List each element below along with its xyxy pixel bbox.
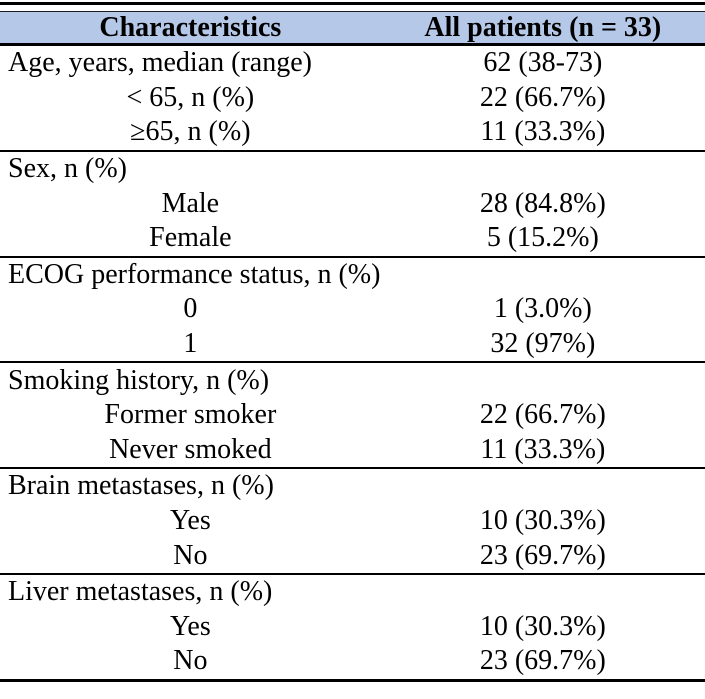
table-header-row: Characteristics All patients (n = 33) — [0, 11, 705, 46]
characteristic-cell: Age, years, median (range) — [8, 47, 312, 79]
characteristic-cell: Yes — [169, 505, 211, 537]
value-cell: 23 (69.7%) — [479, 645, 606, 677]
column-header-characteristics: Characteristics — [99, 11, 282, 43]
value-cell: 23 (69.7%) — [479, 539, 606, 571]
value-cell: 22 (66.7%) — [479, 81, 606, 113]
table-row: Sex, n (%) — [0, 152, 705, 187]
characteristic-cell: Brain metastases, n (%) — [8, 470, 274, 502]
table-row: < 65, n (%) 22 (66.7%) — [0, 81, 705, 116]
value-cell: 32 (97%) — [490, 328, 596, 360]
characteristic-cell: Liver metastases, n (%) — [8, 576, 273, 608]
characteristic-cell: ≥65, n (%) — [130, 116, 251, 148]
table-row: 1 32 (97%) — [0, 327, 705, 362]
table-row: Yes 10 (30.3%) — [0, 610, 705, 645]
characteristic-cell: 0 — [183, 293, 198, 325]
characteristic-cell: ECOG performance status, n (%) — [8, 258, 381, 290]
characteristic-cell: Never smoked — [109, 433, 272, 465]
table-body: Age, years, median (range) 62 (38-73) < 65… — [0, 46, 705, 679]
value-cell: 11 (33.3%) — [480, 116, 606, 148]
table-row: ECOG performance status, n (%) — [0, 258, 705, 293]
table-row: Former smoker 22 (66.7%) — [0, 398, 705, 433]
value-cell: 10 (30.3%) — [479, 610, 606, 642]
characteristic-cell: Smoking history, n (%) — [8, 364, 270, 396]
table-section: Sex, n (%) Male 28 (84.8%) Female 5 (15.2%) — [0, 149, 705, 256]
table-row: Yes 10 (30.3%) — [0, 504, 705, 539]
characteristic-cell: 1 — [183, 328, 198, 360]
table-bottom-rule — [0, 678, 705, 682]
patient-characteristics-table: Characteristics All patients (n = 33) Ag… — [0, 2, 705, 682]
table-section: Smoking history, n (%) Former smoker 22 (6… — [0, 361, 705, 467]
table-row: ≥65, n (%) 11 (33.3%) — [0, 115, 705, 150]
characteristic-cell: Female — [149, 222, 232, 254]
characteristic-cell: Former smoker — [104, 399, 277, 431]
table-row: Female 5 (15.2%) — [0, 221, 705, 256]
characteristic-cell: No — [173, 539, 208, 571]
table-row: Never smoked 11 (33.3%) — [0, 433, 705, 468]
column-header-all-patients: All patients (n = 33) — [424, 11, 662, 43]
value-cell: 22 (66.7%) — [479, 399, 606, 431]
table-section: Age, years, median (range) 62 (38-73) < 65… — [0, 46, 705, 150]
table-row: Brain metastases, n (%) — [0, 469, 705, 504]
value-cell: 11 (33.3%) — [480, 433, 606, 465]
characteristic-cell: < 65, n (%) — [126, 81, 255, 113]
table-row: Male 28 (84.8%) — [0, 186, 705, 221]
table-row: Smoking history, n (%) — [0, 363, 705, 398]
value-cell: 5 (15.2%) — [486, 222, 599, 254]
table-section: ECOG performance status, n (%) 0 1 (3.0%) 1… — [0, 255, 705, 362]
table-row: Liver metastases, n (%) — [0, 575, 705, 610]
table-top-rule — [0, 2, 705, 5]
value-cell: 10 (30.3%) — [479, 505, 606, 537]
table-row: 0 1 (3.0%) — [0, 292, 705, 327]
table-row: No 23 (69.7%) — [0, 644, 705, 679]
value-cell: 28 (84.8%) — [479, 187, 606, 219]
table-row: No 23 (69.7%) — [0, 538, 705, 573]
value-cell: 62 (38-73) — [483, 47, 603, 79]
characteristic-cell: Male — [161, 187, 220, 219]
characteristic-cell: No — [173, 645, 208, 677]
characteristic-cell: Yes — [169, 610, 211, 642]
table-section: Liver metastases, n (%) Yes 10 (30.3%) No 23… — [0, 572, 705, 679]
table-section: Brain metastases, n (%) Yes 10 (30.3%) No 23… — [0, 467, 705, 573]
characteristic-cell: Sex, n (%) — [8, 153, 127, 185]
table-row: Age, years, median (range) 62 (38-73) — [0, 46, 705, 81]
value-cell: 1 (3.0%) — [493, 293, 592, 325]
